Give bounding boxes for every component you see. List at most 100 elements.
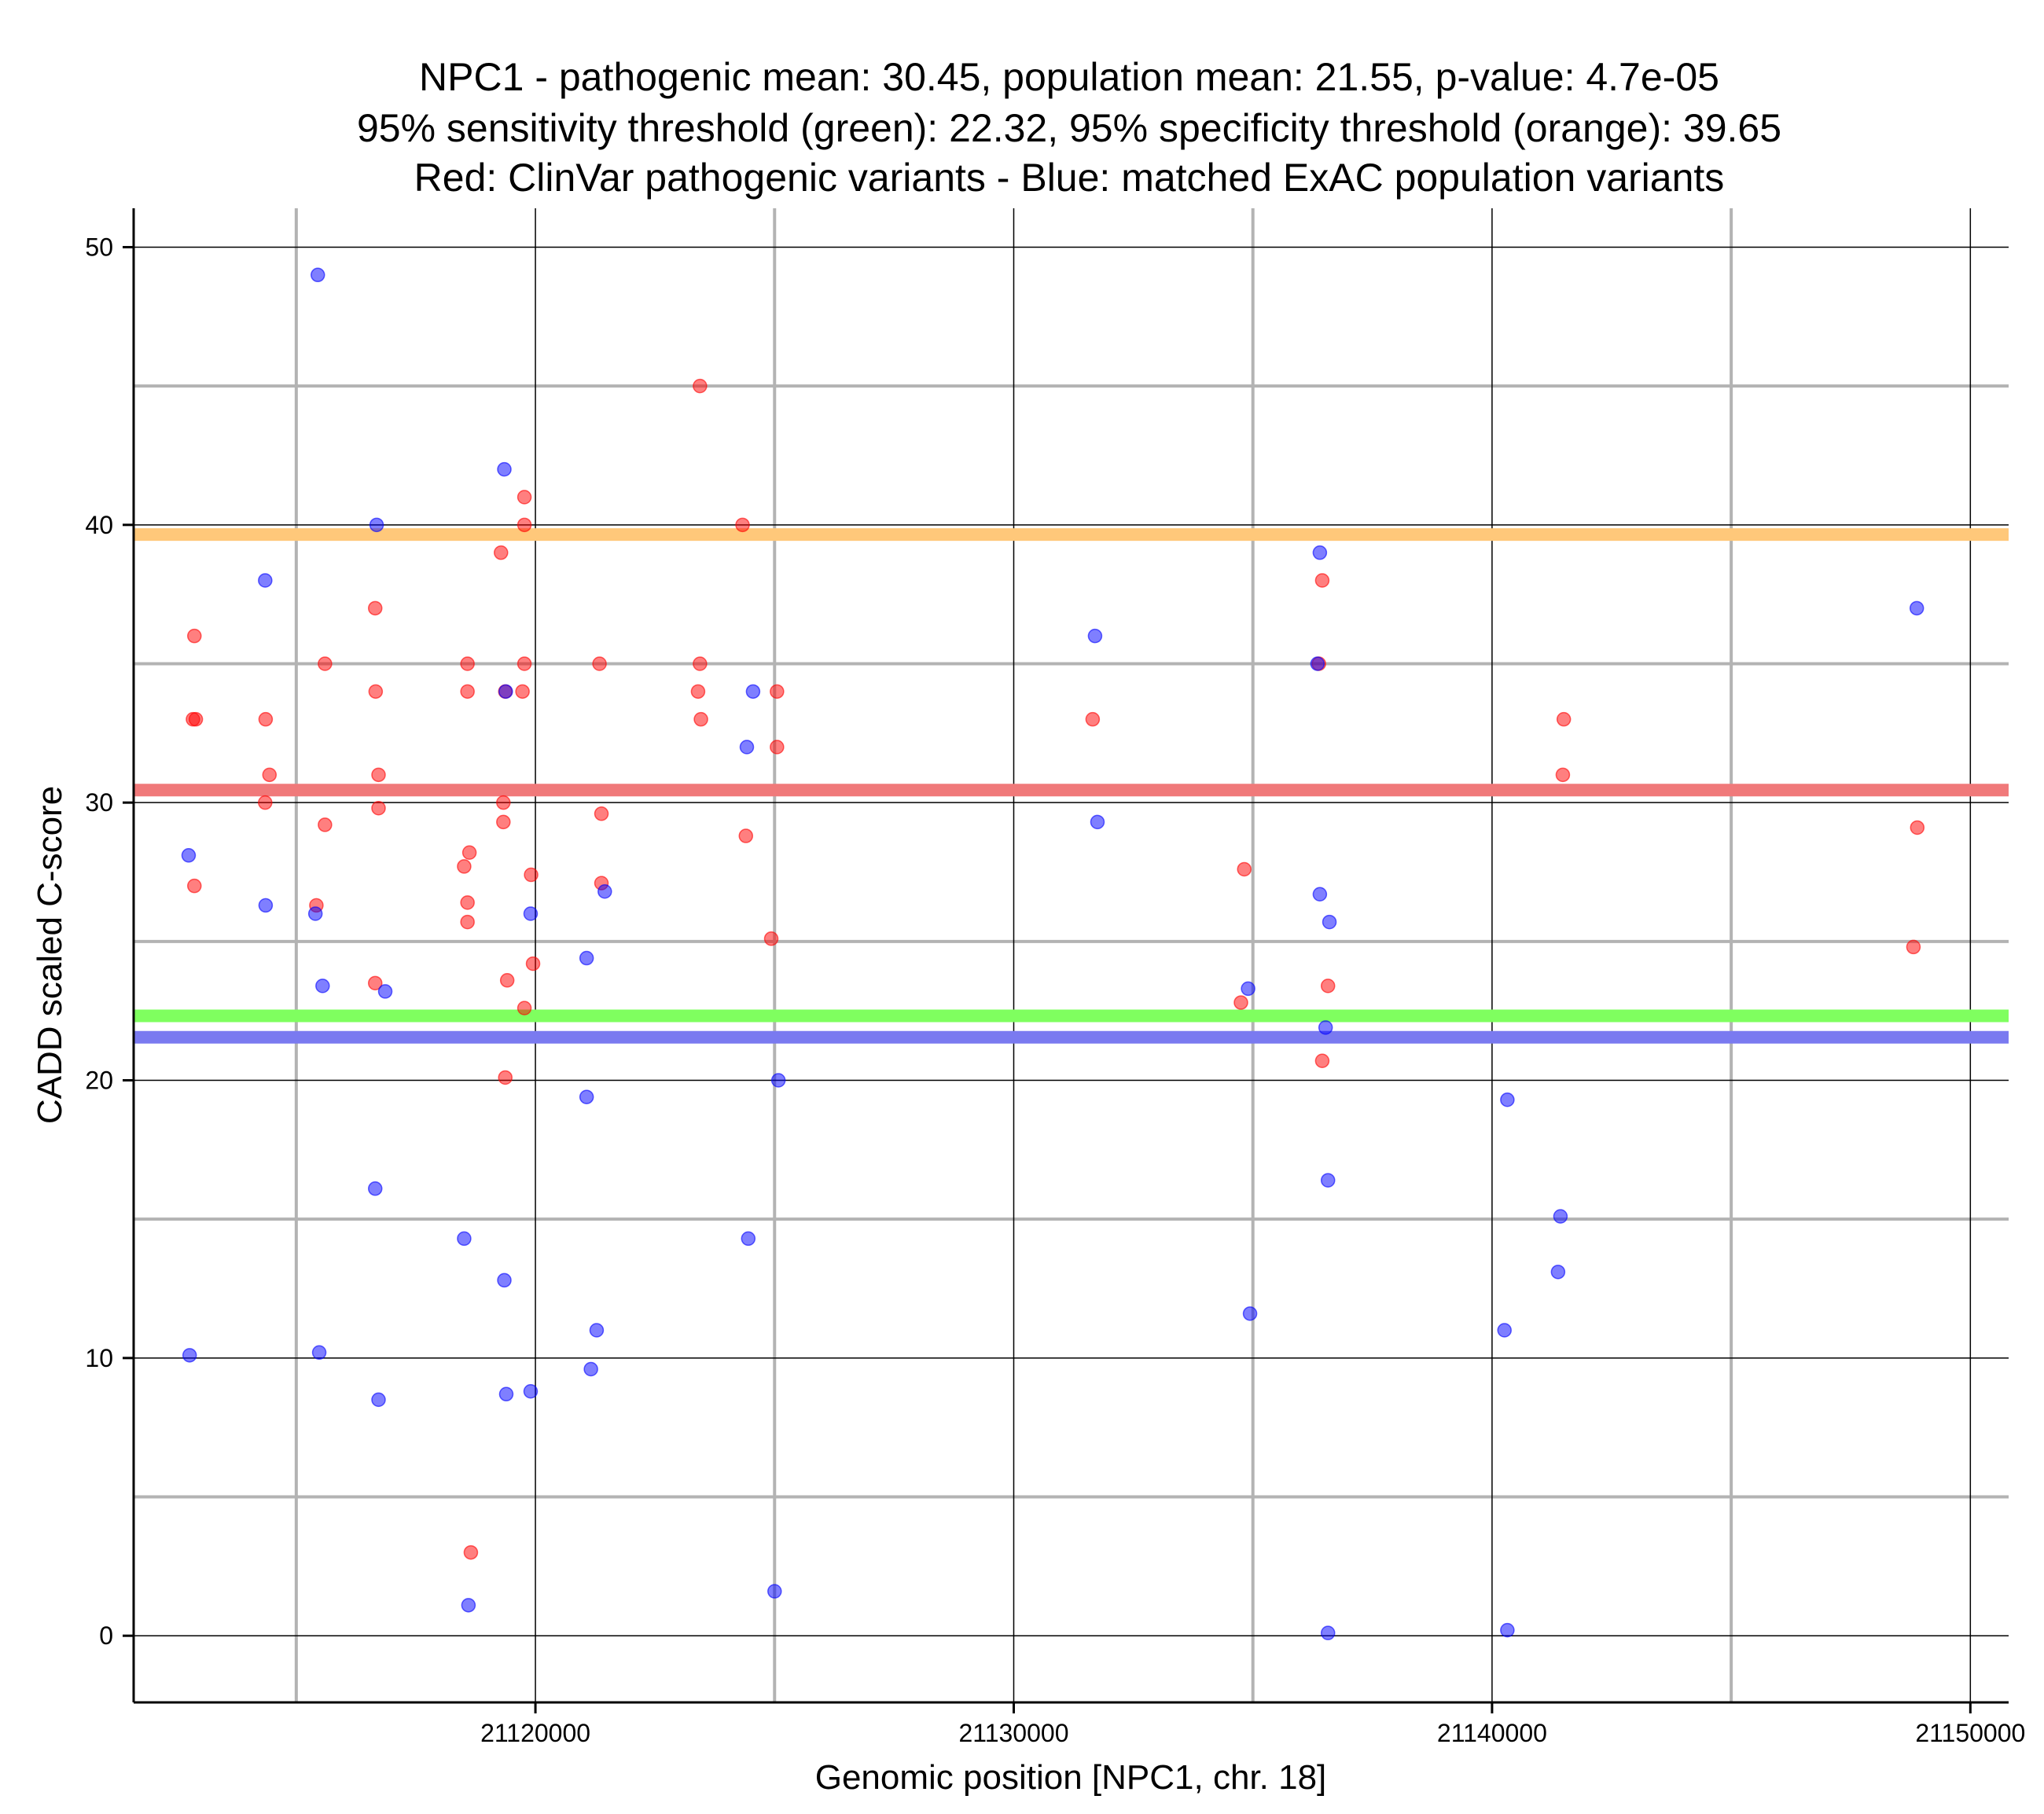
population-point: [307, 906, 323, 921]
population-point: [583, 1361, 598, 1377]
pathogenic-point: [463, 1544, 479, 1560]
pathogenic-point: [517, 517, 532, 533]
pathogenic-point: [763, 931, 779, 946]
population-point: [461, 1598, 476, 1613]
population-point: [181, 848, 197, 863]
population-point: [258, 898, 274, 913]
pathogenic-point: [738, 828, 754, 843]
chart-title: NPC1 - pathogenic mean: 30.45, populatio…: [357, 55, 1781, 200]
pathogenic-point: [368, 975, 383, 991]
pathogenic-point: [690, 684, 706, 700]
pathogenic-point: [735, 517, 750, 533]
pathogenic-point: [318, 656, 333, 671]
x-axis-ticks: 21120000 21130000 21140000 21150000: [480, 1702, 2025, 1747]
pathogenic-point: [460, 684, 475, 700]
data-points: [181, 267, 1925, 1640]
y-tick-label: 50: [85, 233, 113, 261]
population-point: [1550, 1265, 1566, 1280]
population-point: [1312, 545, 1328, 560]
population-point: [523, 906, 539, 921]
pathogenic-point: [770, 740, 785, 755]
population-point: [315, 979, 330, 993]
population-point: [579, 1089, 594, 1104]
pathogenic-point: [1314, 1053, 1330, 1069]
pathogenic-point: [1085, 711, 1101, 727]
pathogenic-point: [592, 656, 607, 671]
pathogenic-point: [187, 878, 202, 894]
x-tick-label: 21120000: [480, 1719, 590, 1747]
pathogenic-point: [368, 600, 383, 616]
population-point: [1500, 1092, 1515, 1107]
y-tick-label: 40: [85, 511, 113, 539]
population-point: [182, 1348, 197, 1363]
population-point: [498, 1386, 514, 1402]
y-axis-ticks: 0 10 20 30 40 50: [85, 233, 134, 1650]
pathogenic-point: [499, 973, 515, 988]
population-point: [770, 1073, 786, 1088]
pathogenic-point: [1320, 979, 1336, 993]
pathogenic-point: [460, 656, 475, 671]
pathogenic-point: [371, 800, 386, 816]
population-point: [1500, 1622, 1515, 1638]
pathogenic-point: [693, 711, 708, 727]
population-point: [523, 1384, 539, 1399]
population-point: [258, 573, 273, 588]
population-point: [1553, 1209, 1568, 1224]
population-point: [1320, 1173, 1336, 1188]
population-point: [497, 461, 512, 477]
threshold-lines: [134, 528, 2009, 1044]
minor-gridlines: [134, 208, 2009, 1702]
population-point: [377, 984, 393, 999]
pathogenic-point: [494, 545, 509, 560]
population-point: [368, 1181, 383, 1196]
pathogenic-point: [1233, 995, 1248, 1010]
pathogenic-point: [515, 684, 530, 700]
pathogenic-point: [187, 628, 202, 644]
pathogenic-point: [517, 490, 532, 505]
pathogenic-point: [318, 817, 333, 832]
population-point: [1241, 981, 1255, 997]
population-point: [1909, 600, 1925, 616]
population-point: [310, 267, 325, 283]
population-point: [1497, 1323, 1512, 1338]
pathogenic-point: [1555, 767, 1571, 783]
y-tick-label: 10: [85, 1344, 113, 1372]
pathogenic-point: [1314, 573, 1330, 588]
title-line-3: Red: ClinVar pathogenic variants - Blue:…: [414, 156, 1725, 200]
population-point: [1320, 1625, 1336, 1640]
x-axis-title: Genomic position [NPC1, chr. 18]: [815, 1758, 1327, 1797]
population-point: [1087, 628, 1103, 644]
y-axis-title: CADD scaled C-score: [31, 786, 69, 1124]
population-point: [1322, 914, 1337, 930]
pathogenic-point: [693, 656, 708, 671]
population-point: [457, 1231, 472, 1247]
pathogenic-point: [457, 859, 472, 874]
population-point: [1318, 1020, 1333, 1035]
pathogenic-point: [371, 767, 386, 783]
title-line-2: 95% sensitivity threshold (green): 22.32…: [357, 106, 1781, 150]
pathogenic-point: [1910, 820, 1925, 835]
population-point: [741, 1231, 756, 1247]
y-tick-label: 0: [99, 1621, 113, 1650]
pathogenic-point: [525, 956, 541, 971]
pathogenic-point: [498, 1070, 513, 1085]
population-point: [497, 1272, 512, 1288]
population-point: [498, 684, 513, 700]
pathogenic-point: [258, 711, 274, 727]
title-line-1: NPC1 - pathogenic mean: 30.45, populatio…: [419, 55, 1719, 99]
x-tick-label: 21150000: [1915, 1719, 2025, 1747]
pathogenic-point: [460, 914, 475, 930]
pathogenic-point: [517, 656, 532, 671]
pathogenic-point: [461, 845, 477, 861]
y-tick-label: 30: [85, 788, 113, 817]
population-point: [589, 1323, 605, 1338]
pathogenic-point: [496, 795, 511, 810]
pathogenic-point: [1556, 711, 1572, 727]
pathogenic-point: [1237, 861, 1252, 877]
pathogenic-point: [496, 814, 511, 830]
pathogenic-point: [693, 378, 708, 394]
population-point: [311, 1345, 327, 1360]
pathogenic-point: [460, 895, 475, 910]
pathogenic-point: [517, 1001, 532, 1015]
